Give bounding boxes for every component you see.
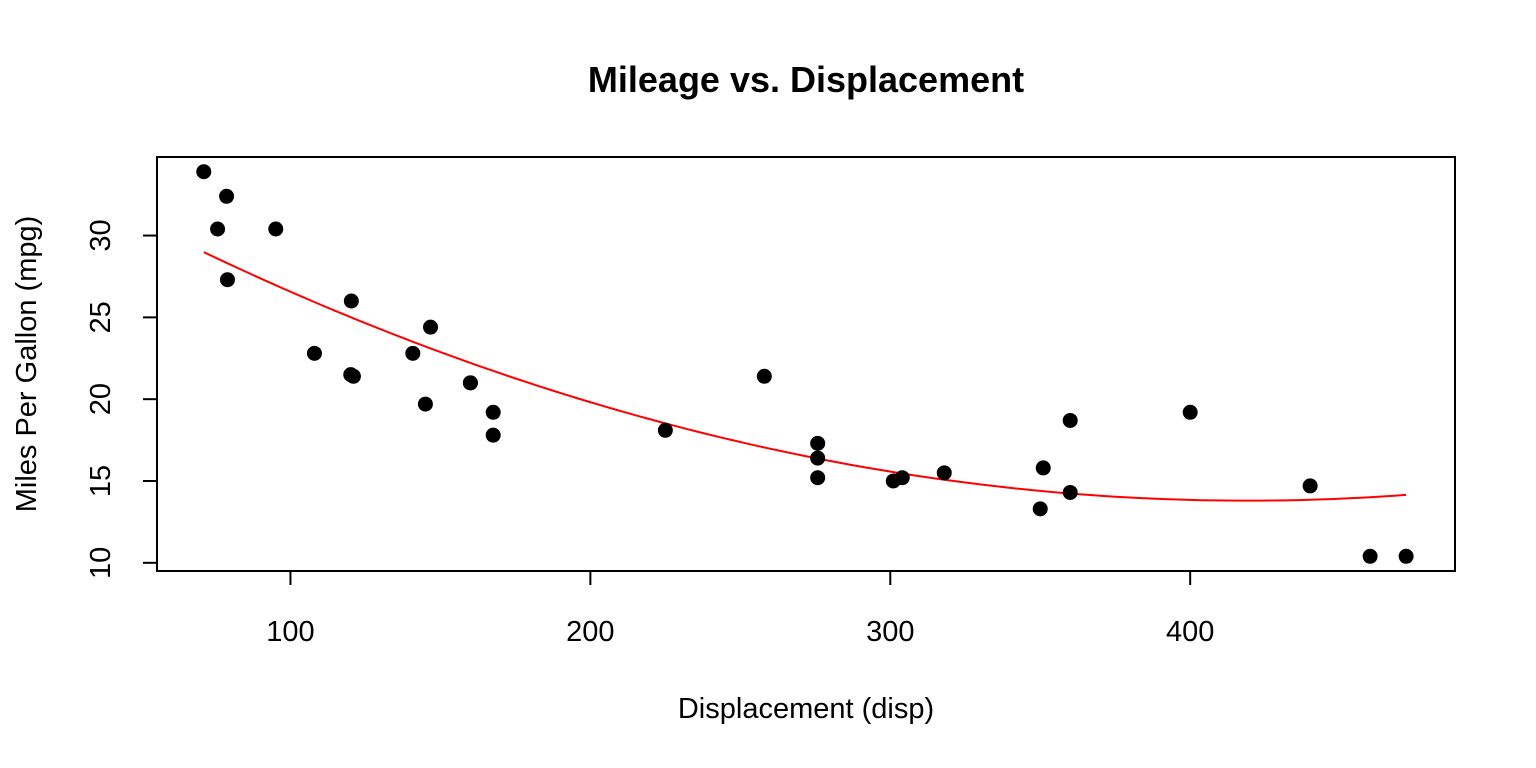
y-tick-label: 20: [85, 383, 117, 415]
data-point: [210, 221, 226, 237]
data-point: [1182, 404, 1198, 420]
data-point: [810, 435, 826, 451]
data-point: [1398, 548, 1414, 564]
data-point: [343, 293, 359, 309]
data-point: [1035, 460, 1051, 476]
x-tick-label: 300: [866, 616, 914, 648]
data-point: [936, 465, 952, 481]
fit-curve: [203, 251, 1407, 502]
data-point: [885, 473, 901, 489]
x-tick-label: 200: [566, 616, 614, 648]
data-point: [1032, 501, 1048, 517]
data-point: [1062, 484, 1078, 500]
data-point: [345, 368, 361, 384]
y-axis: 10 15 20 25 30: [85, 219, 158, 579]
data-point: [219, 188, 235, 204]
data-point: [219, 272, 235, 288]
x-axis: 100 200 300 400: [266, 570, 1214, 648]
data-point: [1062, 412, 1078, 428]
data-point: [306, 345, 322, 361]
y-tick-label: 15: [85, 465, 117, 497]
data-point: [405, 345, 421, 361]
x-tick-label: 100: [266, 616, 314, 648]
data-point: [417, 396, 433, 412]
y-tick-label: 30: [85, 219, 117, 251]
data-point: [485, 404, 501, 420]
chart-title: Mileage vs. Displacement: [588, 59, 1024, 100]
data-point: [423, 319, 439, 335]
plot-frame: [156, 156, 1456, 572]
data-points: [196, 164, 1414, 564]
y-tick-label: 10: [85, 547, 117, 579]
data-point: [462, 375, 478, 391]
y-axis-label: Miles Per Gallon (mpg): [11, 216, 43, 513]
data-point: [485, 427, 501, 443]
data-point: [657, 422, 673, 438]
data-point: [810, 450, 826, 466]
y-tick-label: 25: [85, 301, 117, 333]
data-point: [268, 221, 284, 237]
data-point: [1302, 478, 1318, 494]
data-point: [810, 470, 826, 486]
x-tick-label: 400: [1166, 616, 1214, 648]
data-point: [196, 164, 212, 180]
data-point: [756, 368, 772, 384]
x-axis-label: Displacement (disp): [678, 693, 934, 725]
data-point: [1362, 548, 1378, 564]
